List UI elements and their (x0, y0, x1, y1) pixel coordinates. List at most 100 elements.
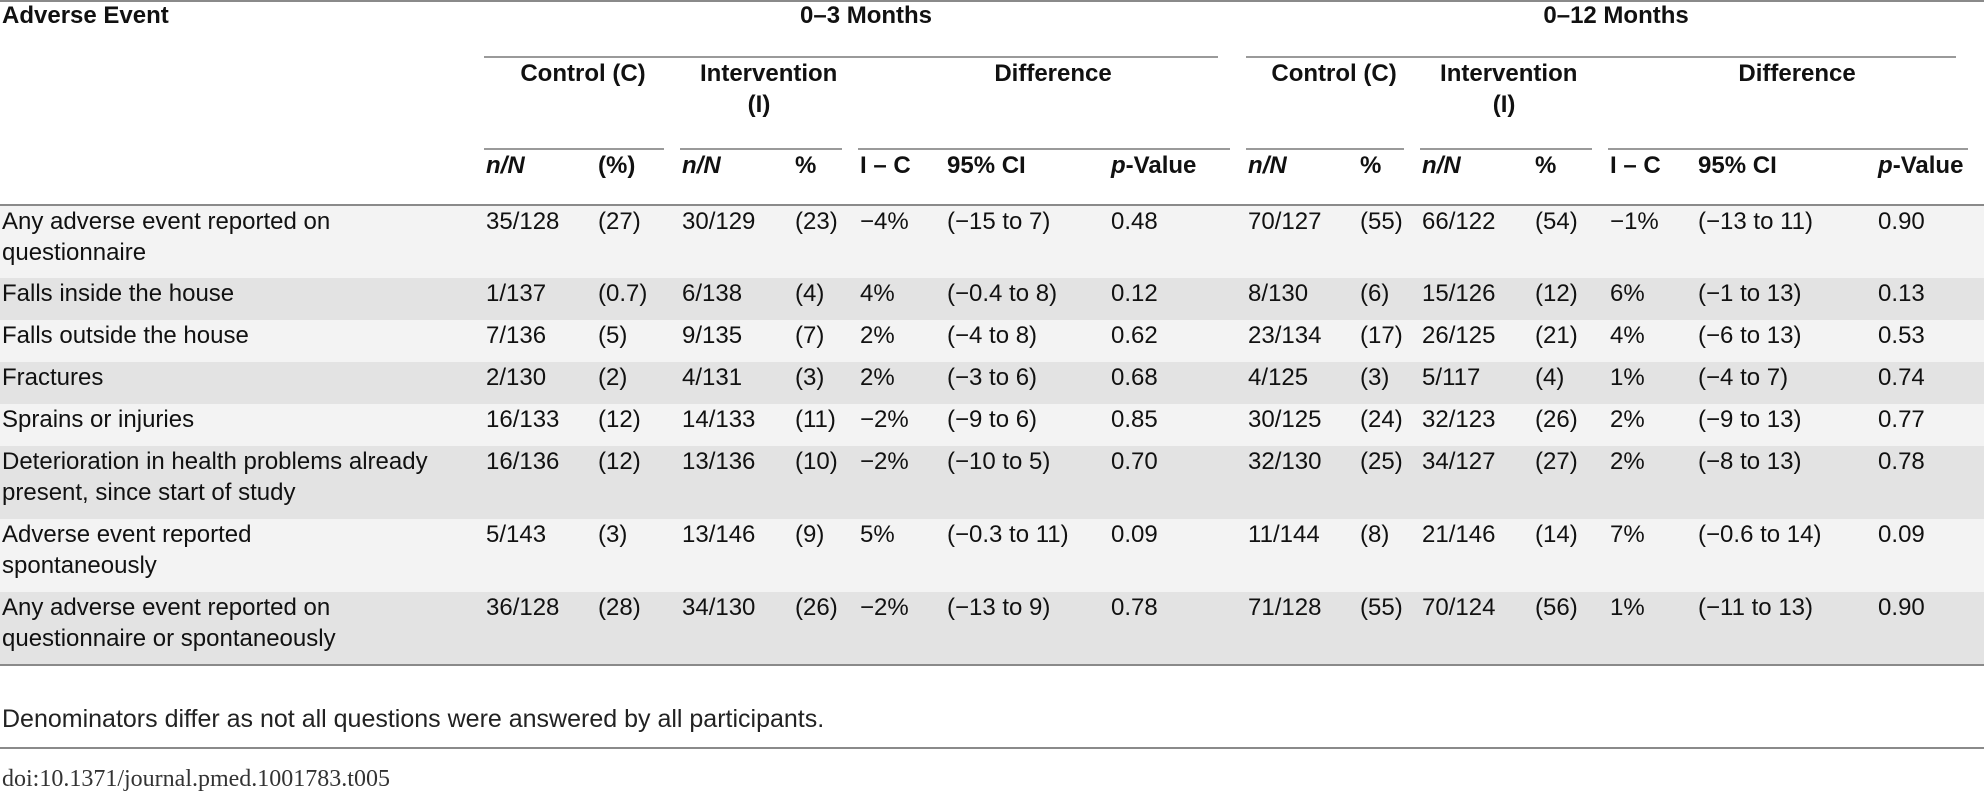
cell: −4% (858, 205, 945, 278)
table-footnote: Denominators differ as not all questions… (2, 705, 825, 733)
header-intervention-3m: Intervention (I) (680, 58, 858, 150)
cell: 0.90 (1876, 592, 1984, 666)
col-i3-n: n/N (680, 150, 793, 206)
cell: 0.70 (1109, 446, 1247, 519)
cell: 30/129 (680, 205, 793, 278)
cell: (21) (1533, 320, 1609, 362)
cell: 4/131 (680, 362, 793, 404)
cell: (26) (1533, 404, 1609, 446)
cell: (−10 to 5) (945, 446, 1109, 519)
cell: 5/143 (484, 519, 596, 592)
cell: (17) (1358, 320, 1421, 362)
cell: 4/125 (1246, 362, 1359, 404)
cell: 4% (1608, 320, 1697, 362)
cell: 0.78 (1876, 446, 1984, 519)
col-i12-pct: % (1533, 150, 1609, 206)
cell: 30/125 (1246, 404, 1359, 446)
cell: (−15 to 7) (945, 205, 1109, 278)
cell: 6/138 (680, 278, 793, 320)
cell: (3) (793, 362, 858, 404)
cell: (28) (596, 592, 680, 666)
cell: (−8 to 13) (1696, 446, 1877, 519)
cell: −1% (1608, 205, 1697, 278)
event-label: Sprains or injuries (0, 404, 484, 446)
col-p12: p-Value (1876, 150, 1984, 206)
cell: (27) (1533, 446, 1609, 519)
cell: 23/134 (1246, 320, 1359, 362)
cell: (−0.4 to 8) (945, 278, 1109, 320)
cell: 2% (858, 320, 945, 362)
header-period-0-3: 0–3 Months (484, 0, 1246, 58)
cell: 15/126 (1420, 278, 1534, 320)
cell: (−0.6 to 14) (1696, 519, 1877, 592)
cell: 2% (858, 362, 945, 404)
cell: (27) (596, 205, 680, 278)
cell: (−13 to 11) (1696, 205, 1877, 278)
header-control-3m: Control (C) (484, 58, 680, 150)
header-intervention-12m: Intervention (I) (1420, 58, 1608, 150)
cell: (3) (596, 519, 680, 592)
cell: (11) (793, 404, 858, 446)
col-i12-n: n/N (1420, 150, 1534, 206)
col-c12-pct: % (1358, 150, 1421, 206)
event-label: Falls outside the house (0, 320, 484, 362)
col-ci3: 95% CI (945, 150, 1109, 206)
table-row: Sprains or injuries 16/133 (12) 14/133 (… (0, 404, 1984, 446)
cell: 0.68 (1109, 362, 1247, 404)
cell: (55) (1358, 592, 1421, 666)
cell: (4) (793, 278, 858, 320)
cell: 0.77 (1876, 404, 1984, 446)
cell: 0.48 (1109, 205, 1247, 278)
cell: 0.09 (1876, 519, 1984, 592)
header-spacer (0, 58, 484, 150)
cell: (55) (1358, 205, 1421, 278)
cell: 0.13 (1876, 278, 1984, 320)
cell: (3) (1358, 362, 1421, 404)
cell: 5/117 (1420, 362, 1534, 404)
cell: (12) (1533, 278, 1609, 320)
cell: (56) (1533, 592, 1609, 666)
adverse-events-table: Adverse Event 0–3 Months 0–12 Months Con… (0, 0, 1984, 666)
col-d3: I – C (858, 150, 945, 206)
table-row: Falls inside the house 1/137 (0.7) 6/138… (0, 278, 1984, 320)
table-row: Adverse event reported spontaneously 5/1… (0, 519, 1984, 592)
cell: 26/125 (1420, 320, 1534, 362)
cell: 5% (858, 519, 945, 592)
event-label: Falls inside the house (0, 278, 484, 320)
cell: (12) (596, 404, 680, 446)
cell: (14) (1533, 519, 1609, 592)
cell: 71/128 (1246, 592, 1359, 666)
event-label: Any adverse event reported on questionna… (0, 205, 484, 278)
col-c12-n: n/N (1246, 150, 1359, 206)
table-row: Deterioration in health problems already… (0, 446, 1984, 519)
cell: 2% (1608, 404, 1697, 446)
event-label: Deterioration in health problems already… (0, 446, 484, 519)
cell: 0.12 (1109, 278, 1247, 320)
cell: −2% (858, 592, 945, 666)
cell: (8) (1358, 519, 1421, 592)
header-spacer-2 (0, 150, 484, 206)
cell: (−0.3 to 11) (945, 519, 1109, 592)
cell: 7/136 (484, 320, 596, 362)
cell: (9) (793, 519, 858, 592)
cell: (12) (596, 446, 680, 519)
cell: 0.90 (1876, 205, 1984, 278)
cell: 0.09 (1109, 519, 1247, 592)
cell: 32/123 (1420, 404, 1534, 446)
cell: (2) (596, 362, 680, 404)
header-adverse-event: Adverse Event (2, 2, 169, 29)
header-period-0-12: 0–12 Months (1246, 0, 1984, 58)
cell: 7% (1608, 519, 1697, 592)
cell: 2/130 (484, 362, 596, 404)
cell: 34/127 (1420, 446, 1534, 519)
col-ci12: 95% CI (1696, 150, 1877, 206)
col-d12: I – C (1608, 150, 1697, 206)
cell: 8/130 (1246, 278, 1359, 320)
cell: (10) (793, 446, 858, 519)
cell: (26) (793, 592, 858, 666)
cell: 34/130 (680, 592, 793, 666)
cell: 14/133 (680, 404, 793, 446)
cell: 1% (1608, 362, 1697, 404)
cell: 0.62 (1109, 320, 1247, 362)
cell: (−13 to 9) (945, 592, 1109, 666)
